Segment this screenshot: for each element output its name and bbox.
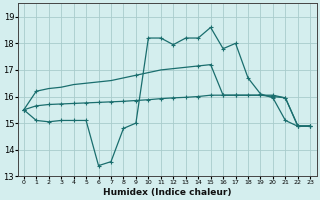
X-axis label: Humidex (Indice chaleur): Humidex (Indice chaleur) [103,188,231,197]
